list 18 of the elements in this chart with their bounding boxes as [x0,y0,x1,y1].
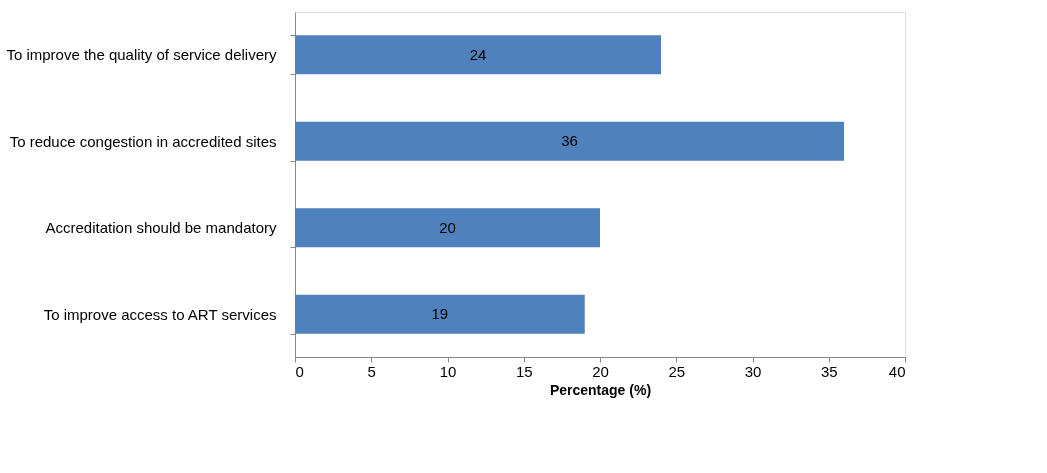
data-label: 36 [561,132,578,150]
y-tick-label: To improve the quality of service delivery [6,46,277,64]
x-axis-title: Percentage (%) [549,381,652,398]
data-label: 24 [469,45,487,63]
y-tick-label: To reduce congestion in accredited sites [9,132,277,150]
x-tick-label: 0 [295,362,304,380]
x-tick-label: 25 [668,362,686,380]
x-tick-label: 40 [888,362,906,380]
x-tick-label: 10 [439,362,457,380]
x-tick-label: 15 [515,362,533,380]
x-tick-label: 30 [744,362,762,380]
y-tick-label: Accreditation should be mandatory [45,219,277,237]
x-tick-label: 35 [820,362,838,380]
data-label: 20 [439,218,456,236]
y-tick-label: To improve access to ART services [43,305,277,323]
data-label: 19 [431,305,449,323]
x-tick-label: 5 [367,362,376,380]
x-tick-label: 20 [592,362,609,380]
